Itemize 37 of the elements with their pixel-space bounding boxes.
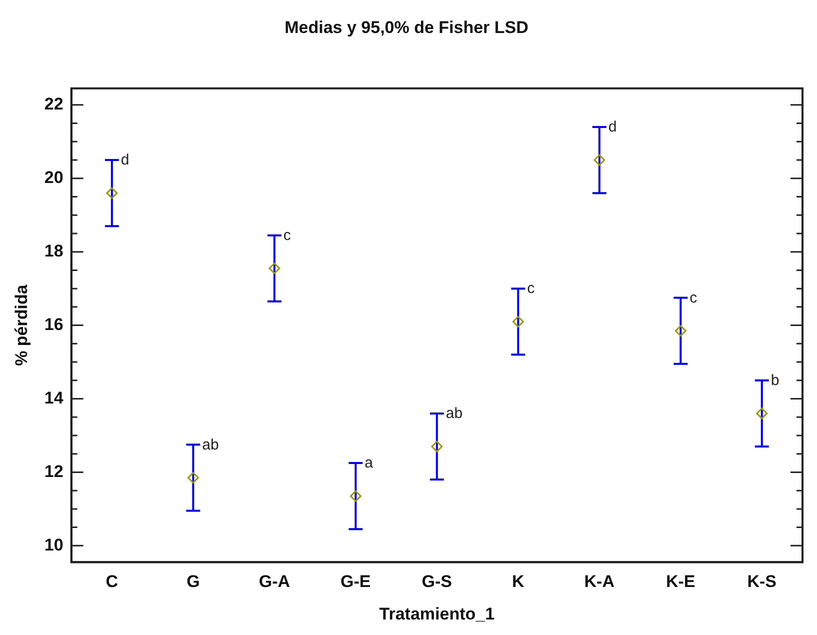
point [187,472,199,484]
x-tick-label: K [512,572,526,592]
annotation: ab [202,436,219,454]
y-tick-label: 20 [44,168,64,188]
x-tick-label: G-E [340,572,371,592]
y-axis-title: % pérdida [12,284,31,366]
x-axis-title: Tratamiento_1 [379,604,495,624]
point [350,490,362,502]
annotation: c [283,226,292,244]
annotation: d [608,118,617,136]
y-tick-label: 16 [44,314,64,334]
y-tick-label: 10 [44,535,64,554]
x-tick-label: G [186,572,200,592]
chart-title: Medias y 95,0% de Fisher LSD [284,18,528,37]
annotation: d [120,152,130,169]
point [268,262,280,274]
x-tick-label: G-A [258,572,290,592]
x-tick-label: K-E [666,572,696,592]
annotation: b [770,372,780,390]
point [594,154,606,166]
x-tick-label: C [106,572,118,592]
annotation: a [364,454,374,472]
point [431,440,443,452]
y-tick-label: 22 [44,94,64,114]
point [674,325,686,337]
y-tick-label: 12 [44,462,64,481]
annotation: ab [446,405,463,422]
y-tick-label: 14 [44,388,64,408]
x-tick-label: G-S [422,572,452,592]
point [512,316,524,328]
x-tick-label: K-A [584,572,614,592]
point [756,408,768,420]
y-tick-label: 18 [44,242,64,261]
annotation: c [690,289,698,306]
annotation: c [527,280,536,298]
x-tick-label: K-S [747,572,777,592]
point [106,187,118,199]
